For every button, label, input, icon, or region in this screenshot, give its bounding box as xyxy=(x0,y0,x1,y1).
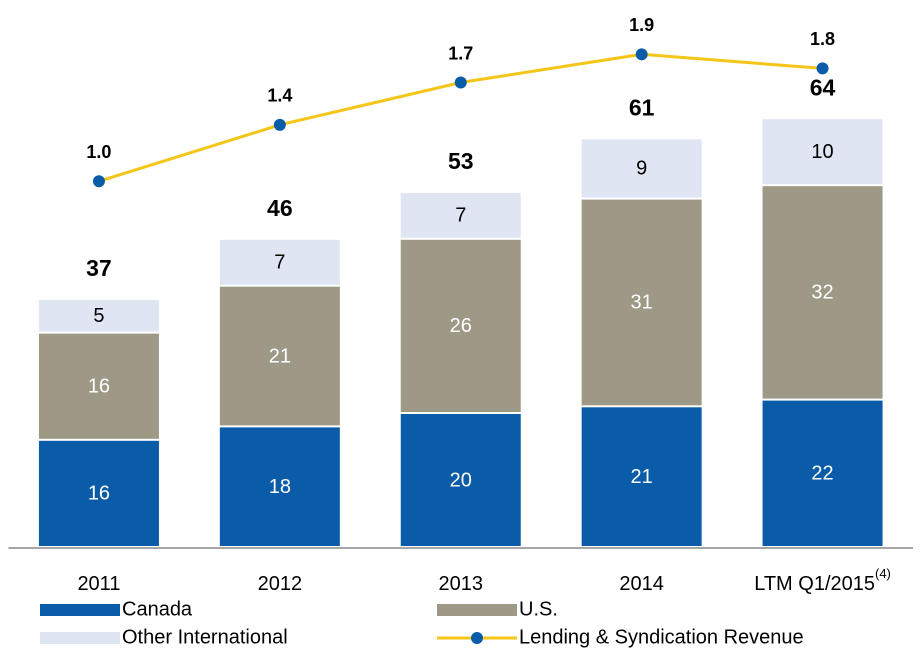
x-tick-label: 2013 xyxy=(439,573,484,595)
segment-label: 7 xyxy=(455,205,466,227)
segment-label: 26 xyxy=(450,315,472,337)
x-tick-label: LTM Q1/2015(4) xyxy=(754,566,891,595)
segment-label: 21 xyxy=(631,466,653,488)
x-tick-label: 2011 xyxy=(77,573,120,595)
segment-label: 32 xyxy=(811,282,833,304)
segment-label: 22 xyxy=(811,463,833,485)
category-name: LTM Q1/2015 xyxy=(754,573,875,595)
legend-marker xyxy=(471,632,483,644)
x-tick-label: 2014 xyxy=(619,573,664,595)
bar-segment xyxy=(581,199,702,406)
total-label: 53 xyxy=(448,148,474,174)
segment-label: 5 xyxy=(93,305,104,327)
legend-label: Lending & Syndication Revenue xyxy=(519,626,804,648)
bar-segment xyxy=(581,139,702,198)
segment-label: 31 xyxy=(631,292,653,314)
line-label: 1.9 xyxy=(629,15,654,35)
total-label: 61 xyxy=(629,94,655,120)
bar-segment xyxy=(762,400,883,546)
line-label: 1.8 xyxy=(810,29,835,49)
bar-segment xyxy=(762,186,883,399)
bar-segment xyxy=(38,300,159,332)
bar-segment xyxy=(400,192,521,238)
legend-label: Canada xyxy=(122,598,193,620)
bar-segment xyxy=(581,407,702,546)
legend-swatch xyxy=(40,632,120,644)
segment-label: 9 xyxy=(636,158,647,180)
category-name: 2013 xyxy=(439,573,484,595)
bar-segment xyxy=(219,427,340,546)
legend-label: U.S. xyxy=(519,598,558,620)
bar-segment xyxy=(762,119,883,185)
legend-swatch xyxy=(40,604,120,616)
line-marker xyxy=(816,62,829,75)
segment-label: 7 xyxy=(274,252,285,274)
total-label: 46 xyxy=(267,195,293,221)
line-label: 1.7 xyxy=(448,43,473,63)
line-marker xyxy=(635,48,648,61)
bar-segment xyxy=(38,440,159,546)
segment-label: 20 xyxy=(450,469,472,491)
category-name: 2011 xyxy=(77,573,120,595)
line-marker xyxy=(273,118,286,131)
line-marker xyxy=(454,76,467,89)
bar-segment xyxy=(219,239,340,285)
segment-label: 16 xyxy=(88,483,110,505)
legend-label: Other International xyxy=(122,626,288,648)
category-name: 2014 xyxy=(619,573,664,595)
category-name: 2012 xyxy=(258,573,303,595)
bar-segment xyxy=(219,286,340,426)
x-tick-label: 2012 xyxy=(258,573,303,595)
line-marker xyxy=(92,175,105,188)
segment-label: 16 xyxy=(88,375,110,397)
line-label: 1.0 xyxy=(86,142,111,162)
total-label: 64 xyxy=(810,74,836,100)
line-label: 1.4 xyxy=(267,86,292,106)
legend-swatch xyxy=(437,604,517,616)
category-superscript: (4) xyxy=(875,566,891,581)
bar-segment xyxy=(38,333,159,439)
bar-segment xyxy=(400,414,521,546)
segment-label: 10 xyxy=(811,141,833,163)
bar-segment xyxy=(400,239,521,412)
segment-label: 21 xyxy=(269,345,291,367)
segment-label: 18 xyxy=(269,476,291,498)
total-label: 37 xyxy=(86,255,112,281)
